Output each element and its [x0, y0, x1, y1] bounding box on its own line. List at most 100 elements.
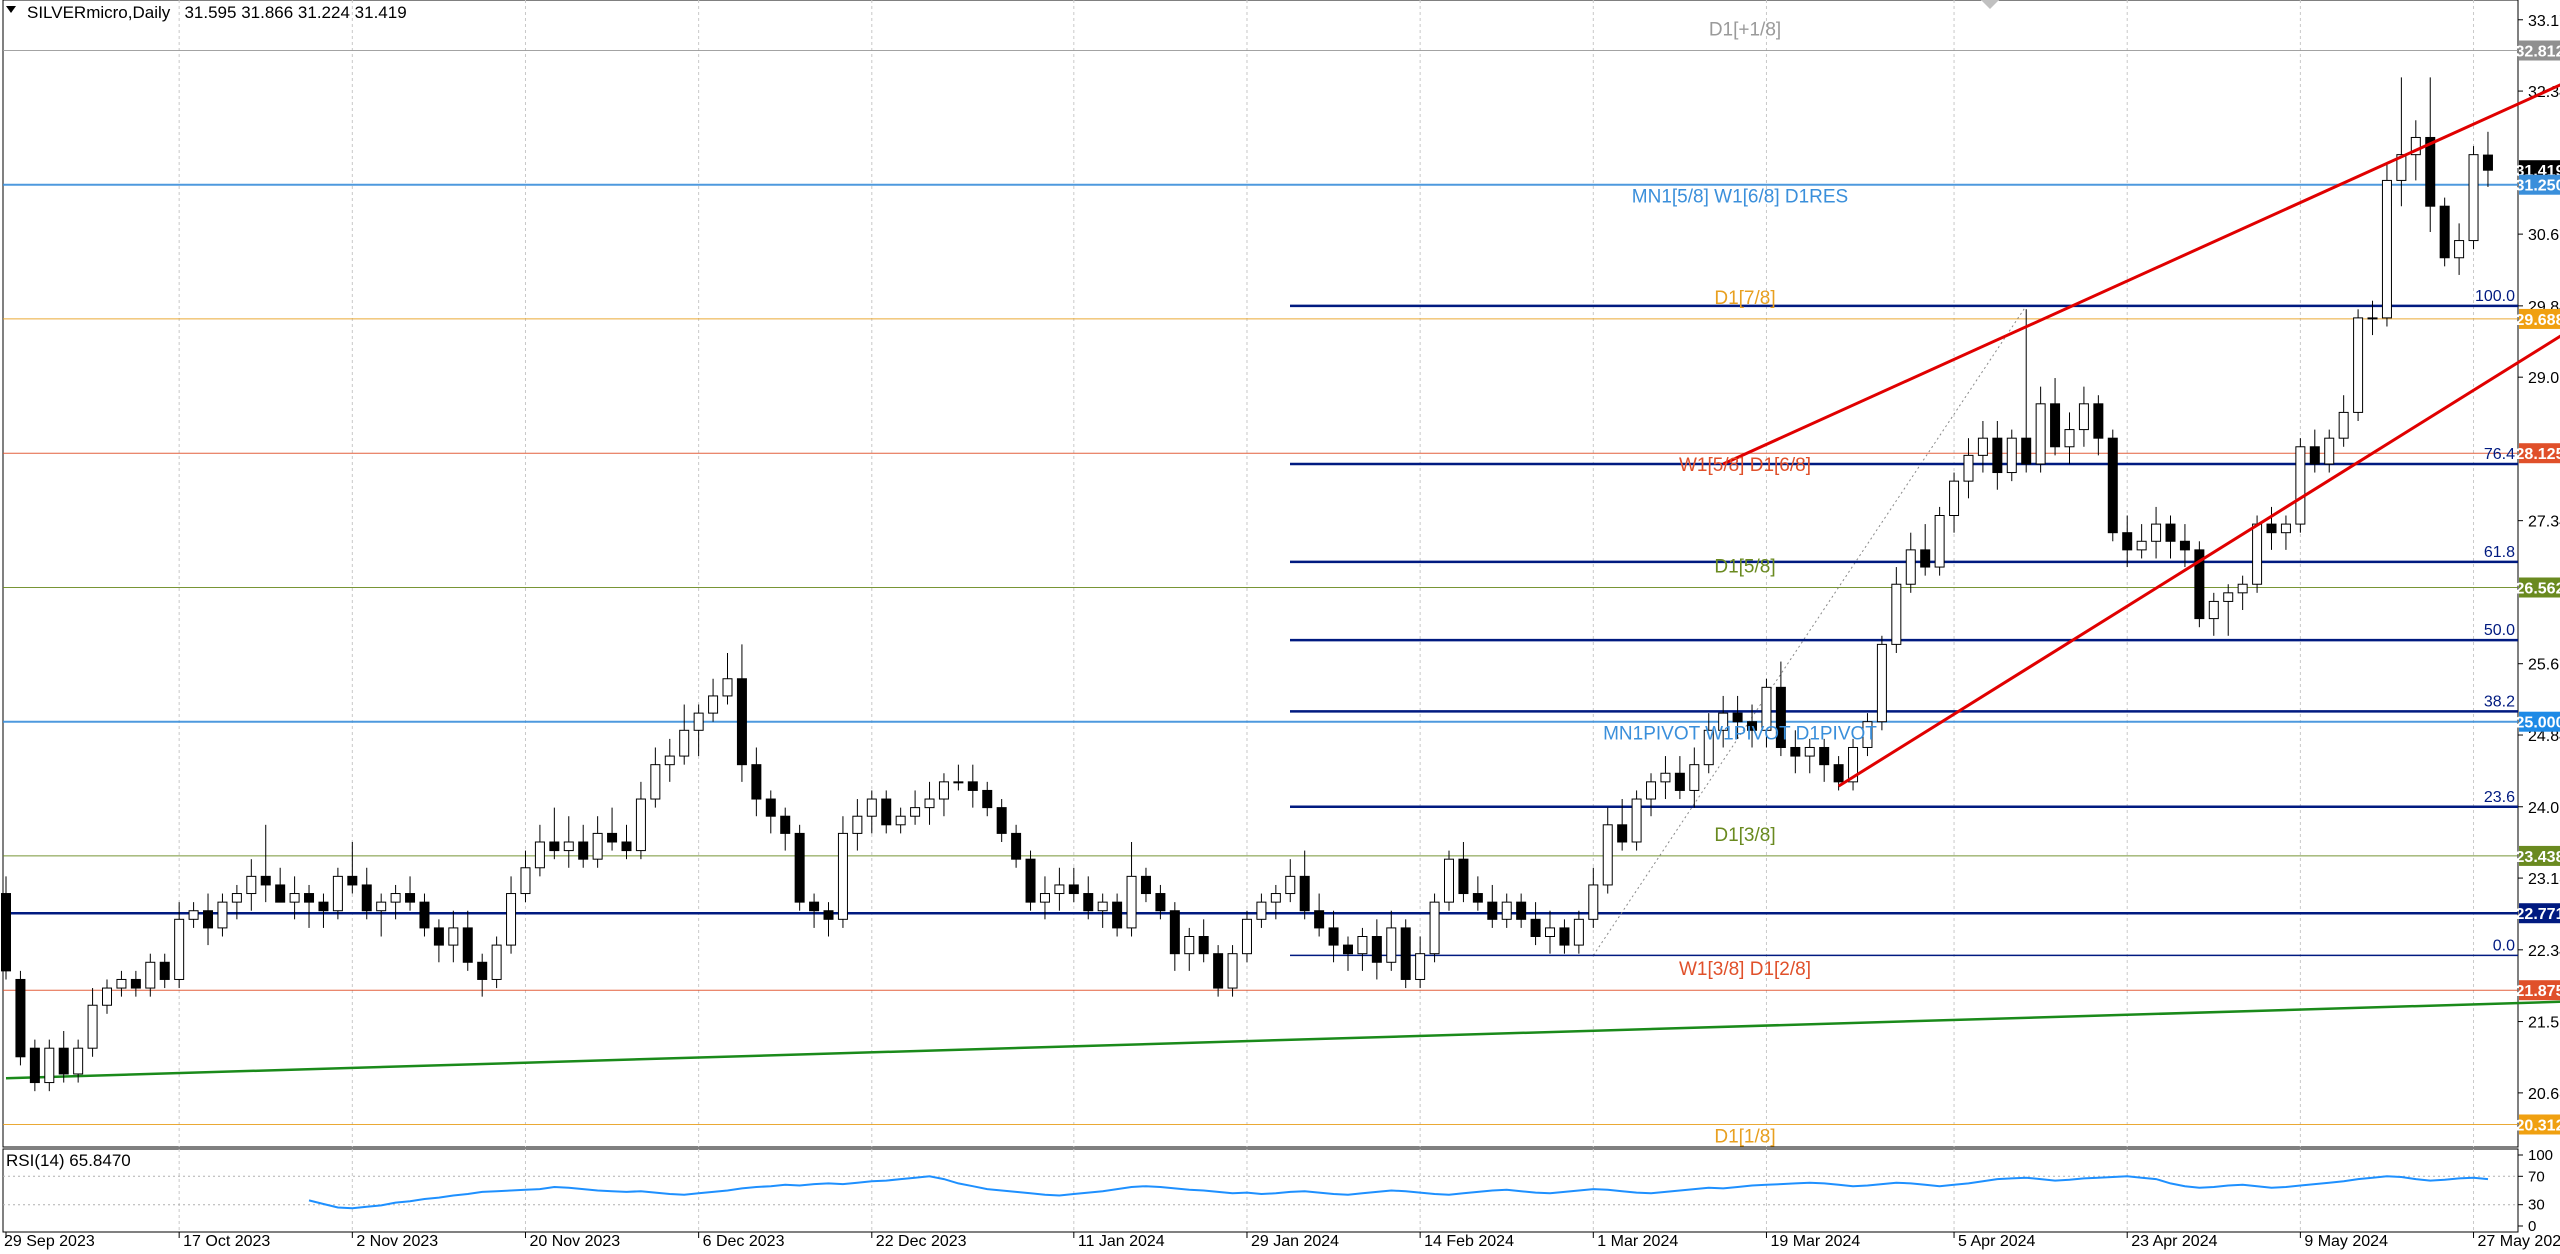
candle-body	[2396, 154, 2407, 181]
level-label: D1[+1/8]	[1709, 20, 1781, 41]
price-tag-box	[2519, 577, 2560, 598]
candle-body	[1790, 746, 1801, 757]
fib-level-label: 50.0	[2484, 622, 2515, 639]
candle-body	[1703, 729, 1714, 766]
candle-body	[130, 978, 141, 989]
candle	[1155, 884, 1166, 920]
candle	[866, 790, 877, 834]
candle-body	[289, 893, 300, 903]
candle	[982, 781, 993, 817]
candle	[1761, 678, 1772, 748]
candle	[1256, 893, 1267, 928]
candle	[635, 781, 646, 860]
candle-body	[1227, 953, 1238, 989]
price-tag-label: 23.438	[2516, 849, 2560, 866]
candle	[2208, 592, 2219, 636]
x-tick-label: 14 Feb 2024	[1424, 1233, 1514, 1250]
candle	[1140, 867, 1151, 903]
candle-body	[1516, 901, 1527, 920]
candle	[2353, 309, 2364, 421]
candle	[1371, 919, 1382, 980]
candle	[376, 893, 387, 937]
candles	[1, 77, 2493, 1092]
candle	[2107, 429, 2118, 542]
candle	[1487, 884, 1498, 928]
fib-level-label: 61.8	[2484, 544, 2515, 561]
candle-body	[462, 927, 473, 963]
candle-body	[347, 875, 358, 886]
y-tick-label: 27.340	[2528, 514, 2560, 531]
x-tick-label: 19 Mar 2024	[1770, 1233, 1860, 1250]
candle-body	[2122, 532, 2133, 551]
candle	[2035, 386, 2046, 473]
candle	[2064, 412, 2075, 464]
candle	[318, 893, 329, 928]
candle	[188, 902, 199, 928]
candle-body	[809, 901, 820, 912]
x-tick-label: 17 Oct 2023	[183, 1233, 270, 1250]
candle	[347, 841, 358, 894]
candle	[304, 884, 315, 928]
candle	[462, 910, 473, 971]
candle-body	[1977, 437, 1988, 456]
candle-body	[2064, 429, 2075, 448]
candle	[2136, 524, 2147, 559]
candle	[2237, 575, 2248, 611]
candle-body	[2165, 523, 2176, 542]
candle	[563, 816, 574, 868]
fib-level-label: 76.4	[2484, 446, 2515, 463]
candle-body	[1674, 772, 1685, 791]
candle	[87, 988, 98, 1057]
candle	[246, 859, 257, 911]
candle-body	[116, 978, 127, 989]
candle-body	[607, 832, 618, 843]
candle-body	[2136, 540, 2147, 551]
candle-body	[1429, 901, 1440, 955]
chart-menu-arrow-icon[interactable]	[6, 6, 16, 13]
candle	[1920, 524, 1931, 576]
candle-body	[736, 678, 747, 766]
candle-body	[1602, 824, 1613, 886]
candle	[174, 902, 185, 989]
candle-body	[1747, 721, 1758, 731]
price-tag-label: 26.562	[2516, 581, 2560, 598]
candle-body	[1775, 686, 1786, 748]
candle	[1559, 919, 1570, 954]
candle-body	[1444, 858, 1454, 903]
candle	[708, 678, 719, 722]
chart-shift-marker-icon[interactable]	[1981, 0, 1999, 9]
candle-body	[1140, 875, 1151, 895]
candle-body	[1891, 583, 1902, 645]
candle	[1097, 893, 1108, 928]
candle	[1718, 695, 1729, 748]
candle-body	[390, 893, 401, 903]
rsi-line	[308, 1175, 2489, 1210]
candle-body	[1241, 918, 1252, 955]
candle	[477, 953, 488, 997]
candle-body	[2035, 403, 2046, 465]
candle-body	[405, 893, 416, 903]
candle-body	[794, 832, 805, 903]
candle	[506, 876, 517, 954]
candle-body	[448, 927, 459, 946]
y-tick-label: 24.010	[2528, 800, 2560, 817]
candle	[1227, 945, 1238, 997]
candle-body	[693, 712, 704, 731]
fib-trend-line	[1592, 305, 2027, 956]
candle-body	[188, 910, 199, 920]
candle-body	[592, 832, 603, 860]
candle	[1213, 945, 1224, 997]
candle	[217, 893, 228, 937]
candle	[1573, 910, 1584, 954]
candle	[1588, 867, 1599, 928]
candle	[1747, 704, 1758, 748]
candle-body	[895, 815, 906, 826]
candle-body	[823, 910, 834, 920]
candle-body	[246, 875, 257, 895]
candle-body	[1184, 936, 1195, 955]
level-label: W1[5/8] D1[6/8]	[1679, 455, 1811, 476]
candle	[607, 807, 618, 851]
x-tick-label: 29 Sep 2023	[4, 1233, 95, 1250]
candle-body	[2266, 523, 2277, 534]
